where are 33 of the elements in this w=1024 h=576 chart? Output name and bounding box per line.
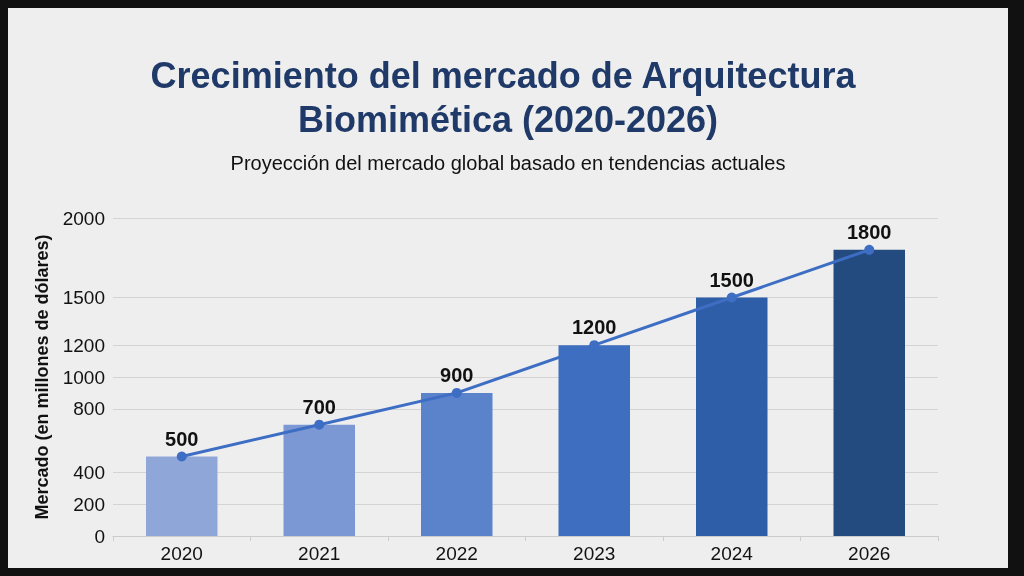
point xyxy=(176,451,187,462)
x-tick-label: 2026 xyxy=(848,543,891,564)
data-label: 1800 xyxy=(847,220,892,243)
y-tick-label: 1200 xyxy=(62,334,105,356)
point xyxy=(314,419,325,430)
chart-title: Crecimiento del mercado de Arquitectura Biomimética (2020-2026) xyxy=(150,54,866,140)
y-tick-label: 2000 xyxy=(62,207,105,229)
point xyxy=(864,244,875,255)
x-tick-label: 2020 xyxy=(160,543,203,564)
data-label: 1500 xyxy=(709,268,754,291)
y-tick-label: 0 xyxy=(94,525,105,547)
point xyxy=(726,292,737,303)
chart-subtitle: Proyección del mercado global basado en tendencias actuales xyxy=(230,152,786,174)
data-label: 700 xyxy=(302,395,336,418)
x-tick-label: 2024 xyxy=(710,543,754,564)
x-tick-label: 2023 xyxy=(573,543,616,564)
y-tick-label: 1500 xyxy=(62,287,105,308)
y-tick-label: 800 xyxy=(73,398,105,420)
y-tick-label: 200 xyxy=(73,493,105,515)
bar xyxy=(283,424,355,536)
bar xyxy=(146,456,218,536)
y-tick-label: 400 xyxy=(73,461,105,483)
bar xyxy=(696,297,768,536)
y-tick-label: 1000 xyxy=(62,366,105,388)
data-label: 500 xyxy=(165,427,199,450)
bar xyxy=(833,249,905,536)
x-tick-label: 2021 xyxy=(298,543,341,564)
data-label: 900 xyxy=(440,363,474,386)
point xyxy=(451,387,462,398)
x-tick-label: 2022 xyxy=(435,543,478,564)
y-axis-title: Mercado (en millones de dólares) xyxy=(32,234,52,520)
data-label: 1200 xyxy=(572,316,617,339)
bar xyxy=(421,392,493,536)
